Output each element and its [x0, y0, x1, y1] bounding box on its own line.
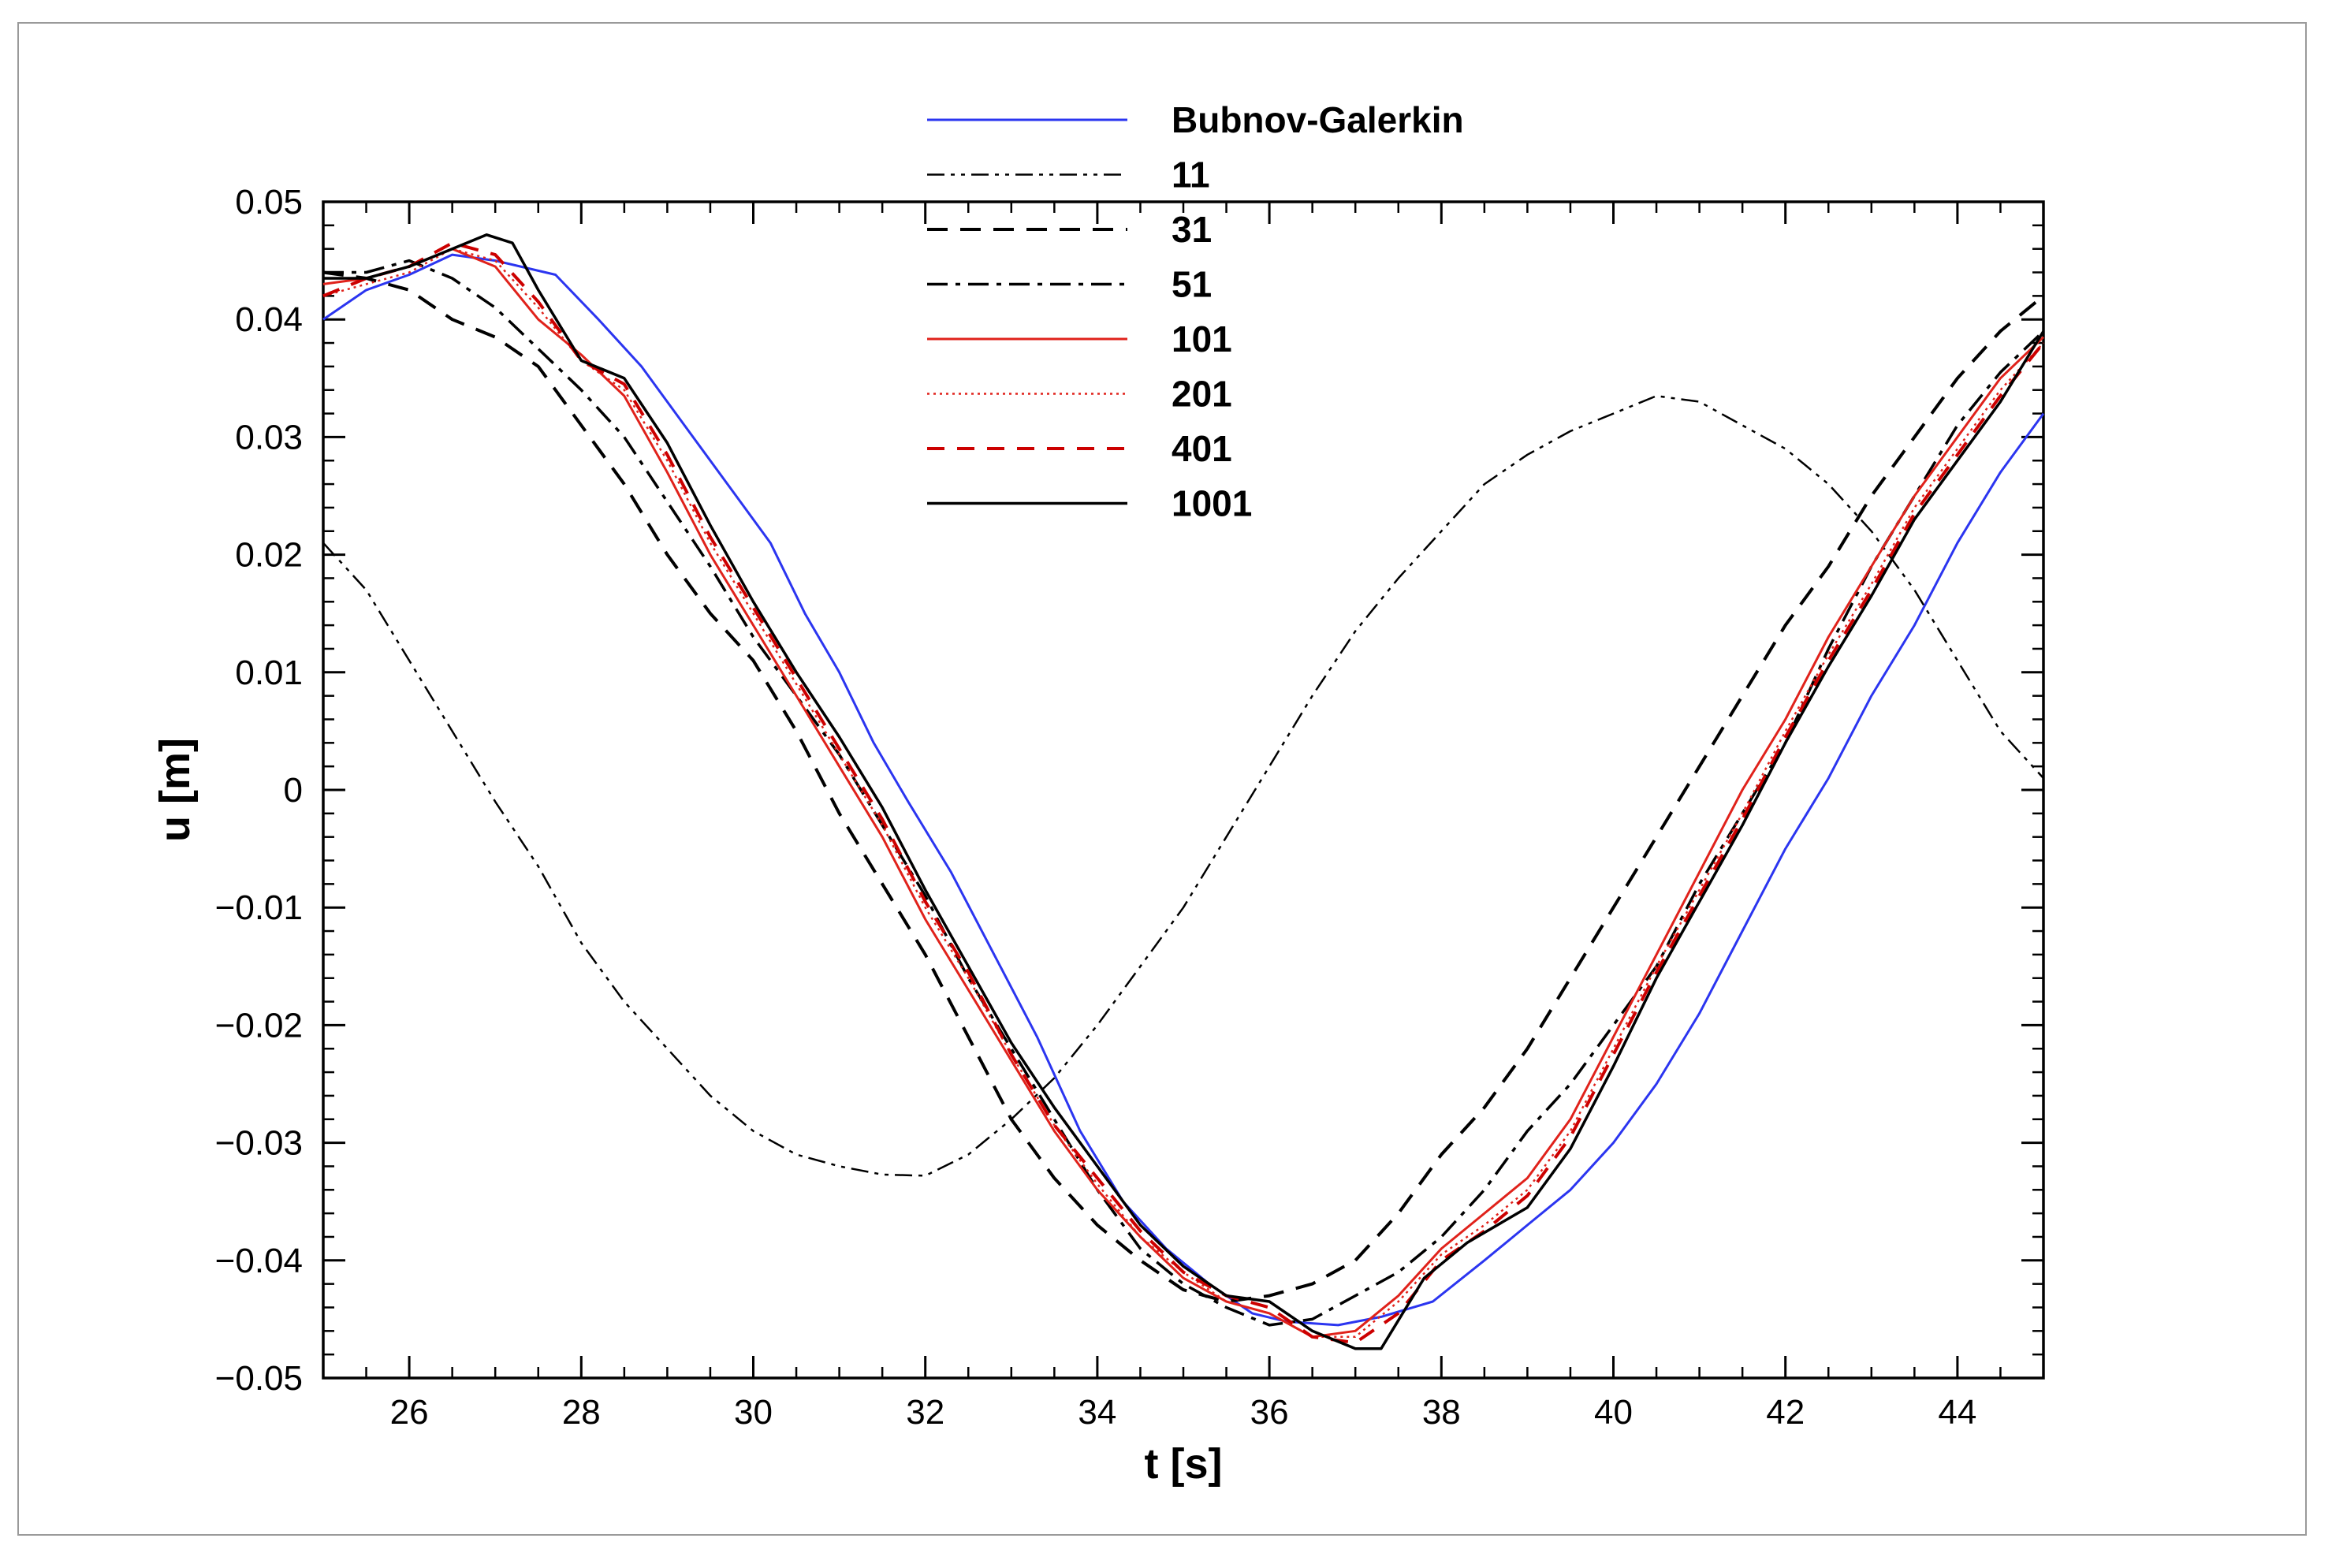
y-tick-label: 0 [284, 771, 303, 810]
series-line-1001 [323, 233, 2045, 1350]
series-line-31 [322, 270, 2045, 1303]
x-tick-label: 28 [562, 1393, 601, 1432]
legend-label: 101 [1172, 318, 1232, 359]
x-tick-labels: 26 28 30 32 34 36 38 40 42 44 [390, 1393, 1977, 1432]
series-line-401 [322, 241, 2045, 1345]
legend-label: 401 [1172, 428, 1232, 469]
figure-frame [17, 22, 2307, 1536]
y-tick-label: −0.01 [215, 888, 303, 927]
x-tick-label: 26 [390, 1393, 429, 1432]
y-axis-title: u [m] [151, 738, 199, 842]
y-tick-label: −0.02 [215, 1006, 303, 1045]
x-tick-label: 38 [1422, 1393, 1461, 1432]
series-line-101 [322, 248, 2045, 1339]
x-tick-label: 40 [1594, 1393, 1633, 1432]
legend-label: 31 [1172, 209, 1212, 250]
y-tick-label: −0.04 [215, 1242, 303, 1280]
x-tick-label: 44 [1938, 1393, 1976, 1432]
series-line-bubnov-galerkin [322, 253, 2045, 1327]
legend: Bubnov-Galerkin 11 31 51 101 201 401 1001 [927, 99, 1464, 524]
series-layer [322, 233, 2045, 1350]
x-tick-label: 32 [906, 1393, 944, 1432]
x-tick-label: 30 [734, 1393, 773, 1432]
legend-label: 51 [1172, 264, 1212, 305]
y-tick-labels: 0.05 0.04 0.03 0.02 0.01 0 −0.01 −0.02 −0.03 −0.0… [215, 183, 303, 1398]
legend-label: 1001 [1172, 483, 1252, 524]
x-tick-label: 36 [1250, 1393, 1289, 1432]
y-tick-label: 0.04 [235, 300, 303, 339]
y-tick-label: −0.03 [215, 1124, 303, 1163]
y-tick-label: 0.02 [235, 536, 303, 575]
axis-ticks [322, 200, 2045, 1380]
y-tick-label: −0.05 [215, 1359, 303, 1398]
x-tick-label: 42 [1766, 1393, 1805, 1432]
x-tick-label: 34 [1078, 1393, 1116, 1432]
series-line-51 [323, 259, 2045, 1327]
series-line-201 [322, 248, 2044, 1339]
series-line-11 [322, 394, 2044, 1177]
y-tick-label: 0.05 [235, 183, 303, 222]
legend-label: Bubnov-Galerkin [1172, 99, 1464, 140]
x-axis-title: t [s] [1145, 1440, 1223, 1488]
y-tick-label: 0.03 [235, 418, 303, 456]
legend-label: 201 [1172, 374, 1232, 415]
legend-label: 11 [1172, 155, 1210, 196]
y-tick-label: 0.01 [235, 654, 303, 692]
